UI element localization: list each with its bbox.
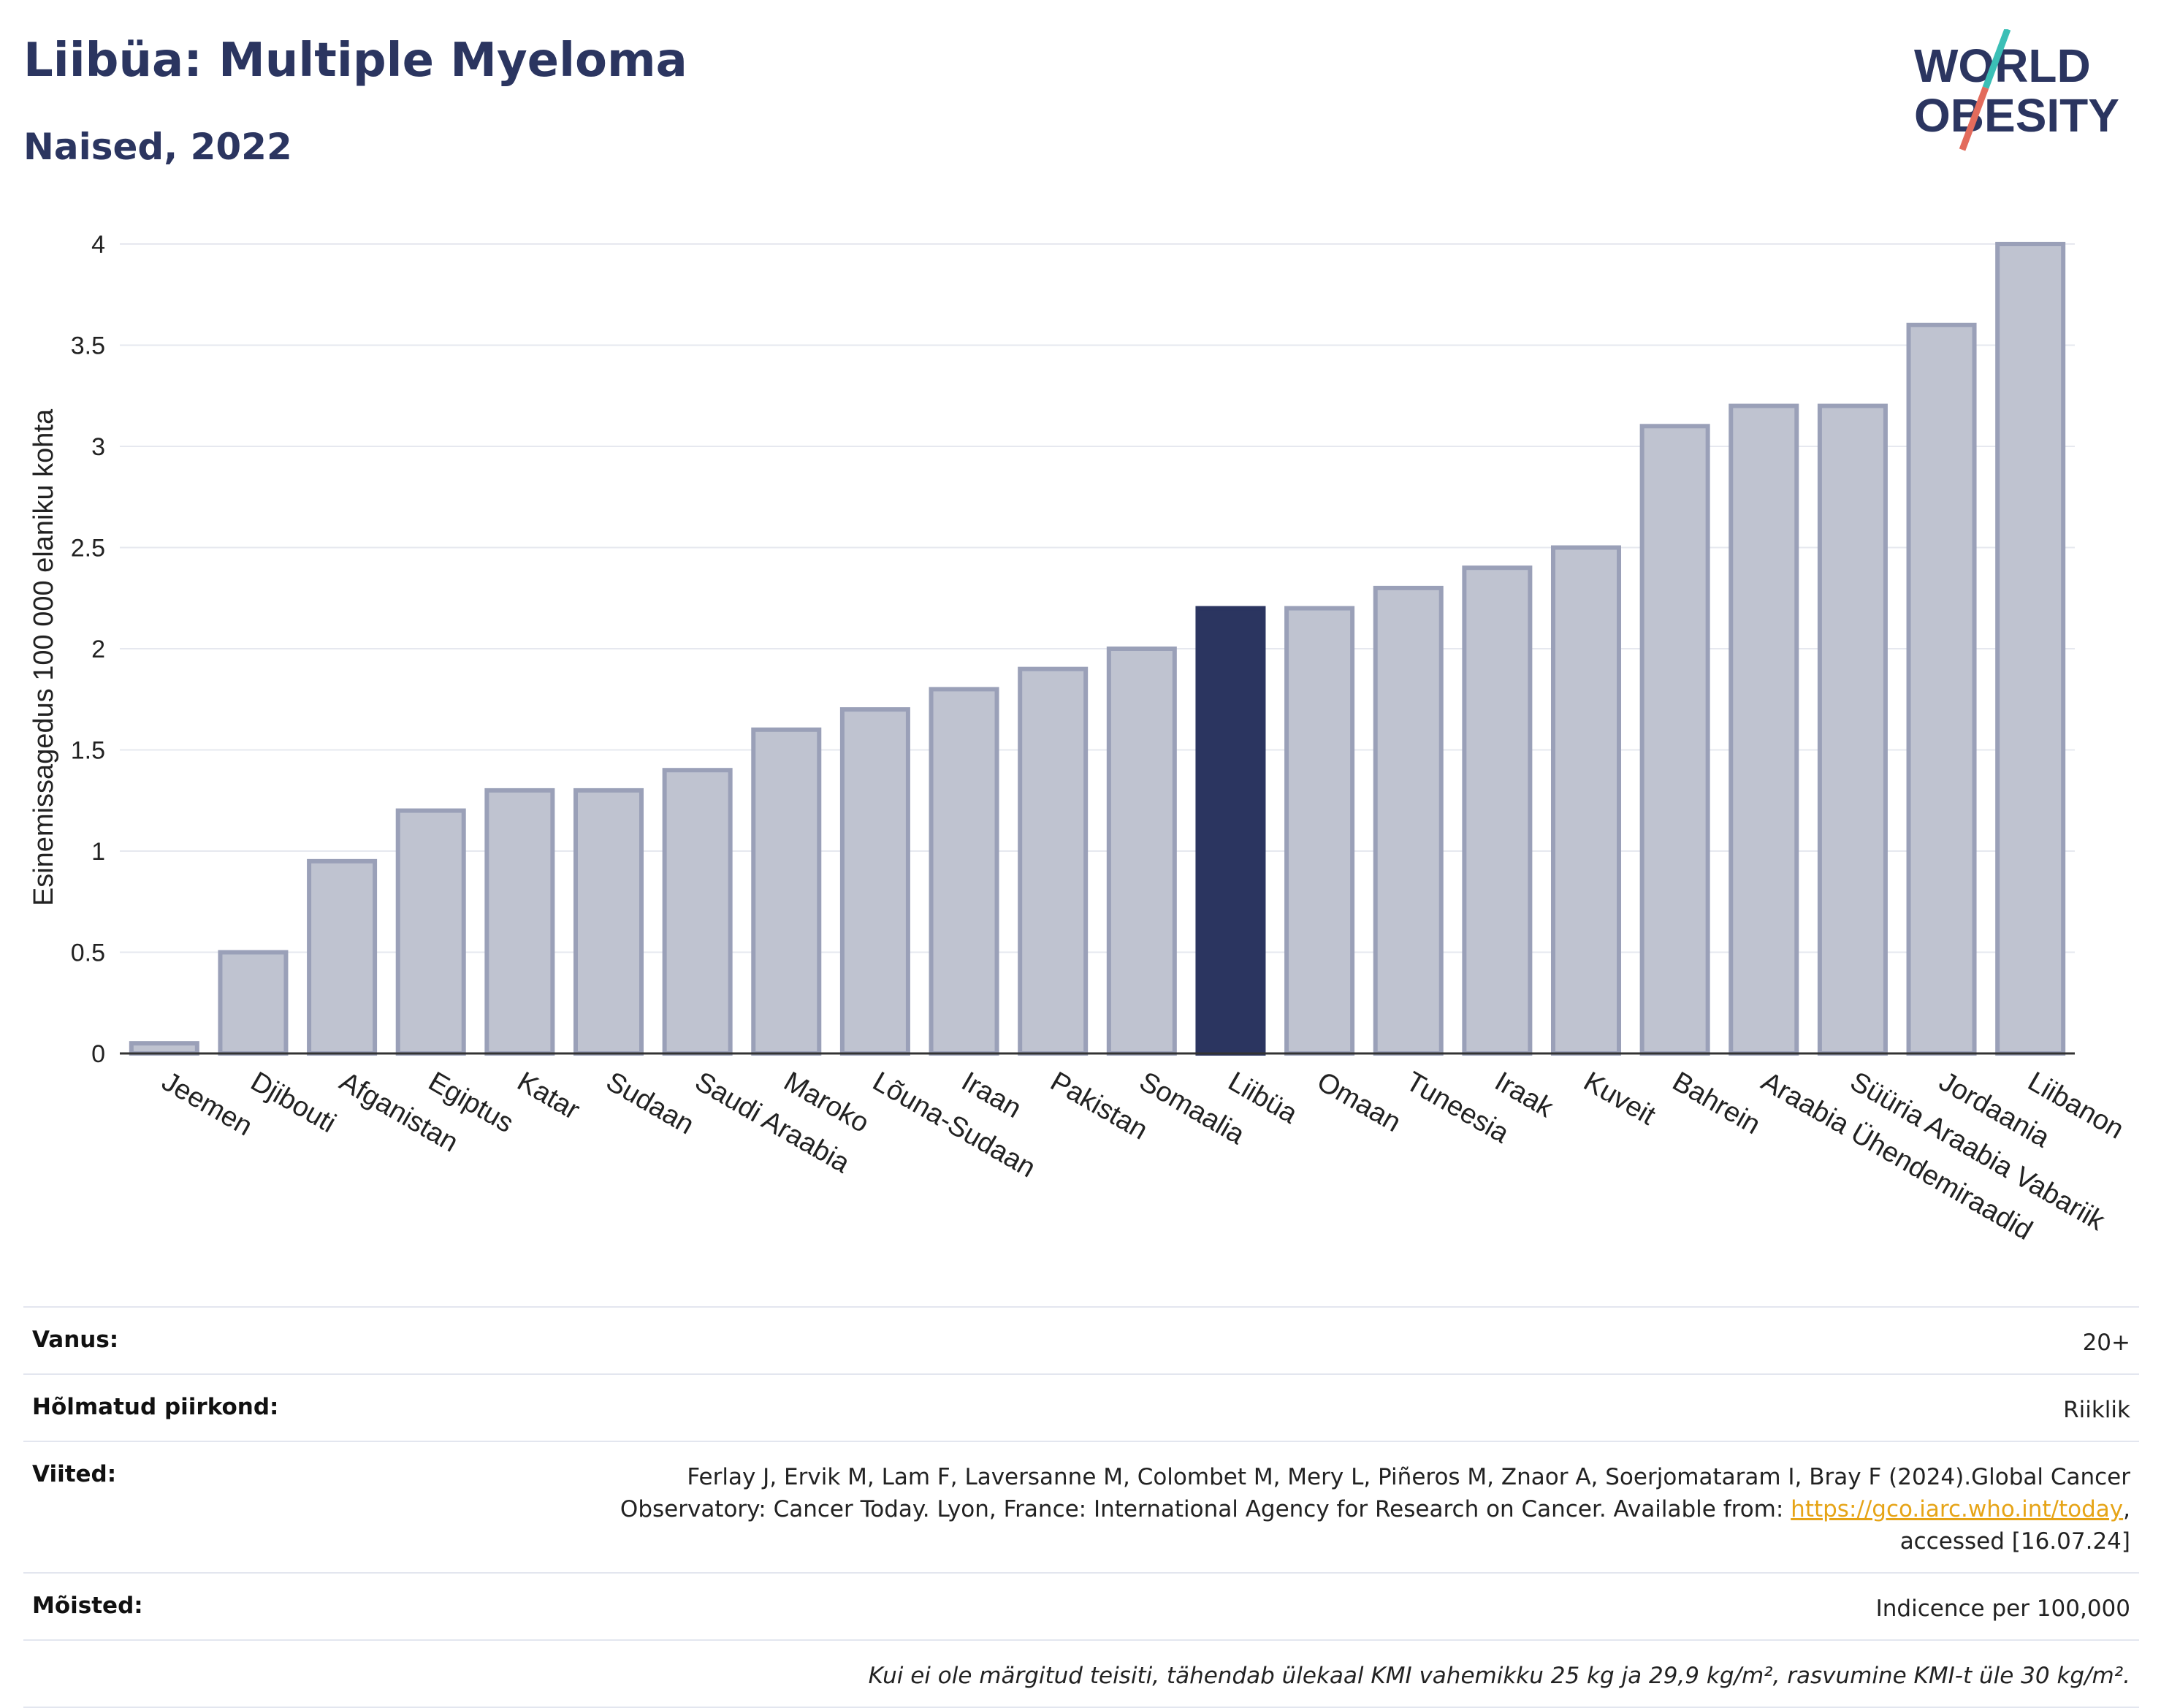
reference-line-2-end: , (2123, 1496, 2130, 1522)
x-tick-label: Lõuna-Sudaan (867, 1066, 1040, 1183)
info-row-note: Kui ei ole märgitud teisiti, tähendab ül… (23, 1639, 2139, 1708)
y-tick-label: 0.5 (71, 939, 105, 967)
y-tick-label: 3 (91, 433, 105, 461)
info-label-region: Hõlmatud piirkond: (32, 1394, 279, 1420)
x-tick-label: Kuveit (1579, 1066, 1661, 1131)
bar (751, 727, 822, 1056)
bar (662, 768, 733, 1056)
bar (1639, 424, 1710, 1056)
y-tick-label: 2.5 (71, 535, 105, 563)
y-tick-label: 3.5 (71, 332, 105, 360)
bar-highlighted (1195, 606, 1266, 1056)
info-label-definitions: Mõisted: (32, 1593, 143, 1619)
info-label-age: Vanus: (32, 1327, 119, 1353)
bar (1906, 322, 1977, 1056)
bar (395, 808, 466, 1056)
y-axis-label: Esinemissagedus 100 000 elaniku kohta (28, 408, 59, 906)
info-label-references: Viited: (32, 1461, 117, 1487)
bar (839, 707, 910, 1056)
bar (1373, 585, 1444, 1056)
info-table: Vanus: 20+ Hõlmatud piirkond: Riiklik Vi… (23, 1306, 2139, 1708)
info-row-region: Hõlmatud piirkond: Riiklik (23, 1373, 2139, 1441)
reference-link[interactable]: https://gco.iarc.who.int/today (1791, 1496, 2124, 1522)
info-row-references: Viited: Ferlay J, Ervik M, Lam F, Lavers… (23, 1441, 2139, 1572)
x-tick-label: Katar (512, 1066, 585, 1126)
y-tick-label: 0 (91, 1040, 105, 1068)
x-tick-label: Saudi Araabia (690, 1066, 855, 1179)
x-tick-label: Sudaan (601, 1066, 699, 1140)
y-tick-label: 1 (91, 838, 105, 866)
logo-word-obesity: OBESITY (1914, 89, 2119, 142)
x-tick-label: Pakistan (1045, 1066, 1153, 1145)
bar (484, 788, 555, 1056)
bar (1018, 666, 1089, 1056)
page-title: Liibüa: Multiple Myeloma (23, 34, 687, 88)
bar (307, 858, 378, 1056)
bar (573, 788, 644, 1056)
y-tick-label: 1.5 (71, 737, 105, 765)
logo-slash-teal (1982, 29, 2011, 89)
bar (1817, 403, 1888, 1056)
bar (929, 687, 999, 1056)
y-tick-label: 4 (91, 231, 105, 259)
reference-line-1: Ferlay J, Ervik M, Lam F, Laversanne M, … (687, 1464, 2130, 1490)
page-subtitle: Naised, 2022 (23, 126, 292, 168)
info-value-definitions: Indicence per 100,000 (1875, 1595, 2130, 1622)
world-obesity-logo: WORLD OBESITY (1914, 29, 2119, 151)
bars (129, 242, 2066, 1056)
bar (1106, 647, 1177, 1056)
bar (1995, 242, 2066, 1056)
y-tick-labels: 0 0.5 1 1.5 2 2.5 3 3.5 4 (71, 231, 105, 1068)
x-tick-label: Jeemen (156, 1066, 257, 1142)
info-note: Kui ei ole märgitud teisiti, tähendab ül… (868, 1663, 2130, 1689)
info-row-definitions: Mõisted: Indicence per 100,000 (23, 1572, 2139, 1639)
x-tick-label: Omaan (1312, 1066, 1406, 1138)
reference-line-2: Observatory: Cancer Today. Lyon, France:… (620, 1496, 1791, 1522)
bar (1284, 606, 1355, 1056)
bar-chart: 0 0.5 1 1.5 2 2.5 3 3.5 4 JeemenDjiboutiAfganist… (28, 231, 2129, 1246)
bar (1550, 545, 1622, 1056)
bar (1729, 403, 1799, 1056)
reference-line-3: accessed [16.07.24] (1899, 1528, 2130, 1555)
x-tick-label: Bahrein (1667, 1066, 1765, 1140)
info-value-region: Riiklik (2063, 1397, 2130, 1423)
logo-slash-red (1959, 86, 1989, 151)
info-value-age: 20+ (2082, 1330, 2130, 1356)
bar (129, 1041, 199, 1056)
info-row-age: Vanus: 20+ (23, 1306, 2139, 1373)
bar (218, 950, 289, 1056)
y-tick-label: 2 (91, 636, 105, 663)
info-value-references: Ferlay J, Ervik M, Lam F, Laversanne M, … (620, 1461, 2130, 1558)
x-tick-label: Djibouti (245, 1066, 341, 1139)
bar (1462, 565, 1533, 1056)
